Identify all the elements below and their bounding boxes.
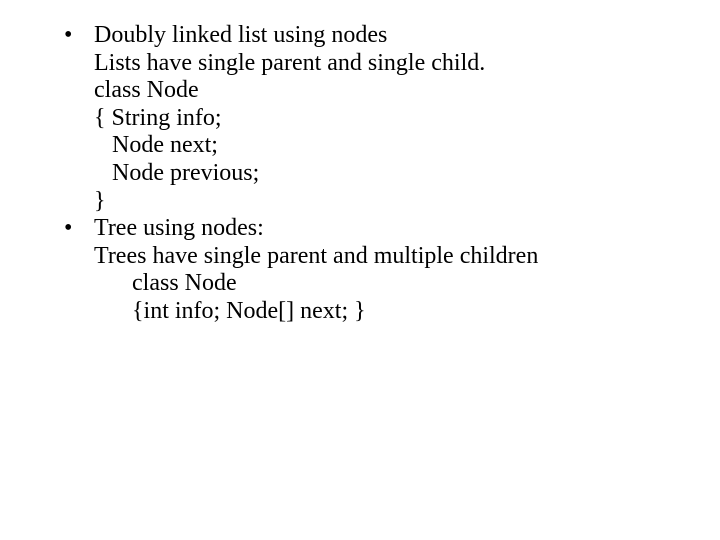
bullet-content-0: Doubly linked list using nodes Lists hav… (94, 22, 680, 215)
code-line: } (94, 188, 680, 216)
code-line: class Node (94, 77, 680, 105)
bullet-item-0: • Doubly linked list using nodes Lists h… (58, 22, 680, 215)
bullet-title: Doubly linked list using nodes (94, 22, 680, 50)
code-line: {int info; Node[] next; } (94, 298, 680, 326)
bullet-item-1: • Tree using nodes: Trees have single pa… (58, 215, 680, 325)
bullet-content-1: Tree using nodes: Trees have single pare… (94, 215, 680, 325)
code-line: Node previous; (94, 160, 680, 188)
code-line: class Node (94, 270, 680, 298)
bullet-marker: • (58, 22, 94, 50)
code-line: Node next; (94, 132, 680, 160)
bullet-marker: • (58, 215, 94, 243)
code-line: Lists have single parent and single chil… (94, 50, 680, 78)
bullet-title: Tree using nodes: (94, 215, 680, 243)
code-line: { String info; (94, 105, 680, 133)
slide-content: • Doubly linked list using nodes Lists h… (0, 0, 720, 326)
code-line: Trees have single parent and multiple ch… (94, 243, 680, 271)
